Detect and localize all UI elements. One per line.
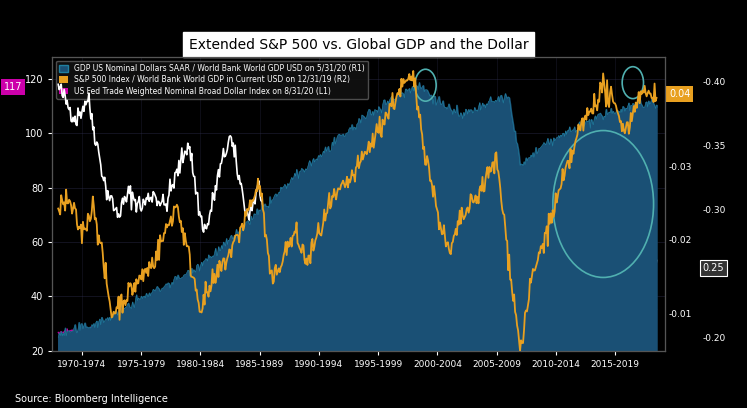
Text: Source: Bloomberg Intelligence: Source: Bloomberg Intelligence <box>15 394 168 404</box>
Text: -0.03: -0.03 <box>669 163 692 172</box>
Text: 0.04: 0.04 <box>669 89 690 99</box>
Text: -0.25: -0.25 <box>702 270 725 279</box>
Text: -0.02: -0.02 <box>669 236 692 245</box>
Text: -0.20: -0.20 <box>702 334 725 343</box>
Text: -0.40: -0.40 <box>702 78 725 87</box>
Title: Extended S&P 500 vs. Global GDP and the Dollar: Extended S&P 500 vs. Global GDP and the … <box>189 38 528 52</box>
Legend: GDP US Nominal Dollars SAAR / World Bank World GDP USD on 5/31/20 (R1), S&P 500 : GDP US Nominal Dollars SAAR / World Bank… <box>56 61 368 99</box>
Text: -0.30: -0.30 <box>702 206 725 215</box>
Text: 0.25: 0.25 <box>702 263 724 273</box>
Text: -0.01: -0.01 <box>669 310 692 319</box>
Text: -0.35: -0.35 <box>702 142 725 151</box>
Text: -0.04: -0.04 <box>669 89 692 98</box>
Text: 117: 117 <box>4 82 22 92</box>
